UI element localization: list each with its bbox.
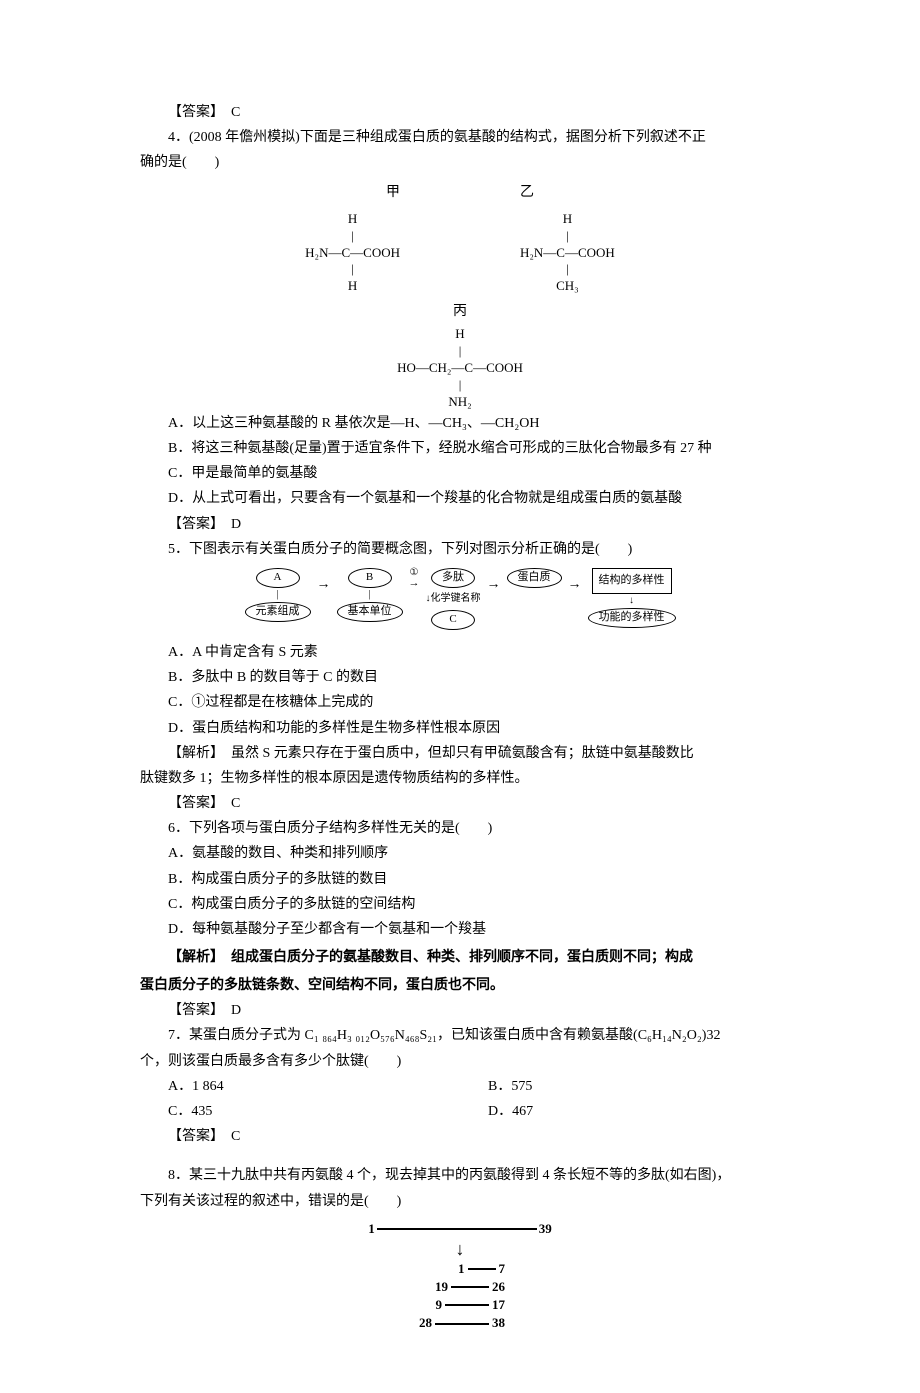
q5-explain-1: 【解析】 虽然 S 元素只存在于蛋白质中，但却只有甲硫氨酸含有；肽链中氨基酸数比 [140, 741, 780, 766]
q5-node-struct: 结构的多样性 [592, 568, 672, 594]
q7-stem-2: 个，则该蛋白质最多含有多少个肽键( ) [140, 1049, 780, 1074]
q5-arrow-sub: ↓化学键名称 [426, 590, 481, 608]
q6-explain-2: 蛋白质分子的多肽链条数、空间结构不同，蛋白质也不同。 [140, 970, 780, 998]
q4-label-bing: 丙 [453, 299, 467, 324]
q4-label-bing-row: 丙 [140, 299, 780, 326]
q7-answer: 【答案】 C [140, 1124, 780, 1149]
q6-optD: D．每种氨基酸分子至少都含有一个氨基和一个羧基 [140, 917, 780, 942]
q5-node-duo: 多肽 [431, 568, 475, 588]
q7-opts-row1: A．1 864 B．575 [140, 1074, 780, 1099]
q4-structures-row1: H | H₂N—C—COOH | H H | H₂N—C—COOH | CH₃ [140, 211, 780, 295]
q4-optD: D．从上式可看出，只要含有一个氨基和一个羧基的化合物就是组成蛋白质的氨基酸 [140, 486, 780, 511]
q5-optD: D．蛋白质结构和功能的多样性是生物多样性根本原因 [140, 716, 780, 741]
q4-optA: A．以上这三种氨基酸的 R 基依次是—H、—CH₃、—CH₂OH [140, 411, 780, 436]
q4-structures-row2: H | HO—CH₂—C—COOH | NH₂ [140, 326, 780, 410]
q5-optC: C．①过程都是在核糖体上完成的 [140, 690, 780, 715]
q4-stem-2: 确的是( ) [140, 150, 780, 175]
q5-concept-diagram: A | 元素组成 → B | 基本单位 ① → 多肽 ↓化学键名称 C → 蛋白… [140, 568, 780, 630]
q5-optB: B．多肽中 B 的数目等于 C 的数目 [140, 665, 780, 690]
q4-labels-row1: 甲 乙 [140, 180, 780, 207]
q4-answer: 【答案】 D [140, 512, 780, 537]
q4-optC: C．甲是最简单的氨基酸 [140, 461, 780, 486]
q8-stem-1: 8．某三十九肽中共有丙氨酸 4 个，现去掉其中的丙氨酸得到 4 条长短不等的多肽… [140, 1163, 780, 1188]
q5-node-A: A [256, 568, 300, 588]
q4-optB: B．将这三种氨基酸(足量)置于适宜条件下，经脱水缩合可形成的三肽化合物最多有 2… [140, 436, 780, 461]
q7-optA: A．1 864 [140, 1074, 460, 1099]
q5-lbl-jiben: 基本单位 [337, 602, 403, 622]
q7-optC: C．435 [140, 1099, 460, 1124]
q5-lbl-yuansu: 元素组成 [245, 602, 311, 622]
q5-lbl-C: C [431, 610, 475, 630]
q7-opts-row2: C．435 D．467 [140, 1099, 780, 1124]
q7-optD: D．467 [460, 1099, 780, 1124]
q5-answer: 【答案】 C [140, 791, 780, 816]
q4-label-yi: 乙 [520, 180, 534, 205]
q5-optA: A．A 中肯定含有 S 元素 [140, 640, 780, 665]
q7-optB: B．575 [460, 1074, 780, 1099]
q4-struct-yi: H | H₂N—C—COOH | CH₃ [520, 211, 615, 295]
q5-stem: 5．下图表示有关蛋白质分子的简要概念图，下列对图示分析正确的是( ) [140, 537, 780, 562]
q3-answer: 【答案】 C [140, 100, 780, 125]
q7-stem-1: 7．某蛋白质分子式为 C₁ ₈₆₄H₃ ₀₁₂O₅₇₆N₄₆₈S₂₁，已知该蛋白… [140, 1023, 780, 1048]
q6-optB: B．构成蛋白质分子的多肽链的数目 [140, 867, 780, 892]
q5-node-protein: 蛋白质 [507, 568, 562, 588]
q6-optA: A．氨基酸的数目、种类和排列顺序 [140, 841, 780, 866]
q6-answer: 【答案】 D [140, 998, 780, 1023]
q4-struct-bing: H | HO—CH₂—C—COOH | NH₂ [397, 326, 523, 410]
q4-label-jia: 甲 [386, 180, 400, 205]
q5-node-func: 功能的多样性 [588, 608, 676, 628]
q5-explain-2: 肽键数多 1；生物多样性的根本原因是遗传物质结构的多样性。 [140, 766, 780, 791]
q6-explain-1: 【解析】 组成蛋白质分子的氨基酸数目、种类、排列顺序不同，蛋白质则不同；构成 [140, 942, 780, 970]
q6-stem: 6．下列各项与蛋白质分子结构多样性无关的是( ) [140, 816, 780, 841]
q8-stem-2: 下列有关该过程的叙述中，错误的是( ) [140, 1189, 780, 1214]
q6-optC: C．构成蛋白质分子的多肽链的空间结构 [140, 892, 780, 917]
q4-struct-jia: H | H₂N—C—COOH | H [305, 211, 400, 295]
q4-stem-1: 4．(2008 年儋州模拟)下面是三种组成蛋白质的氨基酸的结构式，据图分析下列叙… [140, 125, 780, 150]
q8-diagram: 1 39 ↓ 17 1926 917 2838 [140, 1220, 780, 1333]
q5-node-B: B [348, 568, 392, 588]
